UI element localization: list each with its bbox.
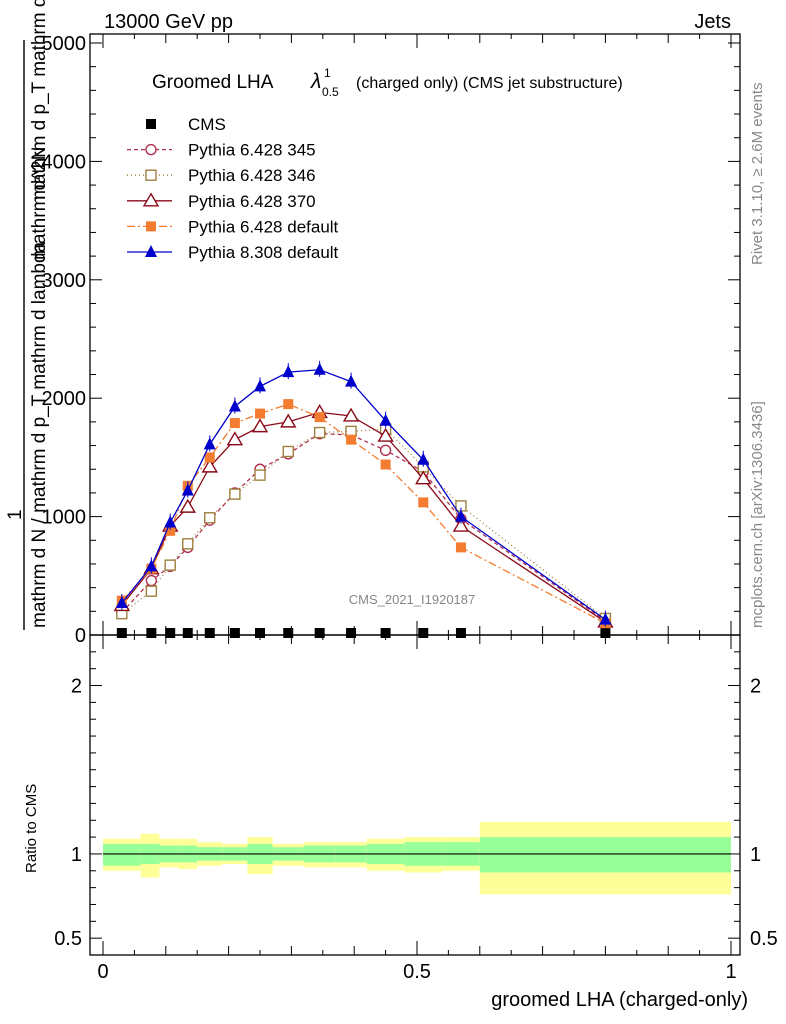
y-tick-label: 3000 (42, 270, 87, 292)
ratio-y-axis-label: Ratio to CMS (23, 784, 40, 873)
data-point (254, 469, 266, 481)
ratio-tick-label-right: 0.5 (750, 928, 778, 950)
data-point (455, 542, 466, 553)
data-point (145, 585, 158, 597)
x-tick-label: 0.5 (403, 961, 431, 983)
data-point (283, 628, 294, 638)
legend-label: Pythia 8.308 default (188, 243, 339, 262)
series-0 (116, 628, 611, 638)
title-sub: 0.5 (322, 85, 339, 99)
y-tick-label: 4000 (42, 151, 87, 173)
data-point (229, 628, 240, 638)
y-axis-label-num: 1 (5, 509, 26, 520)
legend-label: Pythia 6.428 370 (188, 192, 316, 211)
ratio-tick-label: 1 (71, 844, 82, 866)
data-point (255, 408, 265, 419)
y-tick-label: 5000 (42, 33, 87, 55)
ratio-frame-border (89, 634, 741, 956)
legend-marker (146, 119, 156, 129)
ratio-band-inner (103, 843, 141, 866)
data-point (380, 628, 391, 638)
y-tick-label: 1000 (42, 507, 87, 529)
ratio-tick-label-right: 2 (750, 676, 761, 698)
y-axis-label-right: mathrm d p_T mathrm d lambda (29, 0, 50, 200)
x-tick-label: 0 (97, 961, 108, 983)
mcplots-reference: mcplots.cern.ch [arXiv:1306.3436] (749, 401, 766, 628)
legend-marker (146, 221, 156, 232)
ratio-band-inner (479, 837, 731, 873)
data-point (280, 413, 297, 428)
y-tick-label: 0 (75, 625, 86, 647)
data-point (116, 628, 127, 638)
data-point (146, 628, 157, 638)
series-line (121, 369, 606, 621)
data-point (283, 399, 294, 410)
data-point (379, 444, 392, 456)
data-point (342, 407, 360, 422)
title-lambda: λ (310, 70, 321, 93)
data-point (346, 434, 357, 445)
series-line (121, 428, 606, 619)
y-axis-label-den: mathrm d^2N (29, 147, 50, 260)
legend-label: Pythia 6.428 345 (188, 141, 316, 160)
header-left: 13000 GeV pp (104, 11, 233, 33)
data-point (418, 628, 429, 638)
header-right: Jets (694, 11, 731, 33)
data-point (204, 628, 215, 638)
data-point (380, 459, 391, 470)
data-point (165, 628, 176, 638)
series-5 (115, 360, 612, 627)
data-point (418, 497, 429, 508)
series-line (121, 411, 606, 623)
data-point (346, 628, 357, 638)
main-plot: 0 1000 2000 3000 4000 5000 (42, 33, 741, 647)
legend-marker (145, 143, 157, 156)
data-point (165, 525, 176, 536)
x-tick-label: 1 (725, 961, 736, 983)
data-point (182, 628, 193, 638)
data-point (182, 538, 194, 550)
legend-label: Pythia 6.428 default (188, 217, 339, 236)
ratio-tick-label: 0.5 (54, 928, 82, 950)
watermark: CMS_2021_I1920187 (349, 592, 476, 607)
x-axis-label: groomed LHA (charged-only) (491, 989, 748, 1011)
legend-marker (145, 169, 157, 181)
data-point (164, 559, 176, 571)
data-point (204, 512, 216, 524)
data-point (204, 452, 215, 463)
rivet-version: Rivet 3.1.10, ≥ 2.6M events (749, 83, 766, 266)
data-point (179, 498, 196, 513)
legend-label: Pythia 6.428 346 (188, 166, 316, 185)
data-point (377, 427, 394, 442)
title-rest: (charged only) (CMS jet substructure) (356, 75, 623, 92)
data-point (255, 628, 265, 638)
data-point (251, 418, 269, 433)
data-point (145, 574, 158, 587)
data-point (201, 458, 218, 473)
chart-title: Groomed LHA (152, 72, 274, 93)
data-point (226, 431, 244, 446)
data-point (452, 517, 470, 532)
ratio-tick-label-right: 1 (750, 844, 761, 866)
data-point (314, 412, 325, 423)
data-point (600, 628, 611, 638)
ratio-tick-label: 2 (71, 676, 82, 698)
y-axis-label-main: mathrm d N / mathrm d p_T mathrm d lambd… (29, 241, 50, 628)
legend-label: CMS (188, 115, 226, 134)
series-line (121, 403, 606, 624)
title-sup: 1 (324, 66, 331, 80)
data-point (282, 445, 294, 458)
data-point (314, 628, 325, 638)
ratio-plot: 0 0.5 1 0.5 0.5 1 1 2 2 (54, 634, 778, 983)
data-point (229, 418, 240, 429)
data-point (455, 628, 466, 638)
data-point (415, 470, 432, 485)
legend-marker (142, 192, 160, 207)
y-tick-label: 2000 (42, 388, 87, 410)
data-point (229, 488, 241, 500)
legend: CMS Pythia 6.428 345 Pythia 6.428 346 Pythi… (127, 115, 339, 262)
data-point (313, 426, 326, 439)
legend-marker (145, 245, 157, 257)
